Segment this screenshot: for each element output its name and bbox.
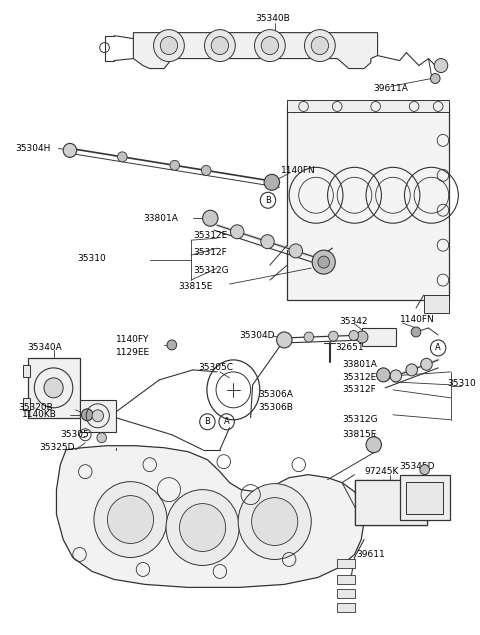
Bar: [23, 398, 31, 410]
Circle shape: [92, 410, 104, 422]
Text: A: A: [435, 344, 441, 352]
Circle shape: [252, 498, 298, 545]
Circle shape: [203, 210, 218, 226]
Circle shape: [406, 364, 418, 376]
Circle shape: [167, 340, 177, 350]
Circle shape: [390, 370, 402, 382]
Text: 35312E: 35312E: [193, 231, 227, 239]
Text: 1140FY: 1140FY: [116, 335, 149, 344]
Circle shape: [211, 37, 228, 55]
Text: 35342: 35342: [339, 318, 368, 326]
Circle shape: [118, 152, 127, 162]
Circle shape: [289, 244, 302, 258]
Circle shape: [261, 235, 274, 249]
Bar: [400, 474, 450, 519]
Circle shape: [304, 332, 313, 342]
Text: 35340B: 35340B: [255, 14, 290, 23]
Text: 35310: 35310: [448, 379, 477, 389]
Circle shape: [304, 30, 335, 62]
Bar: [337, 575, 355, 584]
Circle shape: [411, 327, 421, 337]
Text: 35304D: 35304D: [239, 331, 275, 340]
Bar: [355, 479, 427, 525]
Bar: [407, 481, 443, 514]
Bar: [287, 100, 449, 112]
Circle shape: [254, 30, 285, 62]
Bar: [337, 559, 355, 568]
Circle shape: [431, 74, 440, 84]
Circle shape: [154, 30, 184, 62]
Text: 1140FN: 1140FN: [281, 166, 316, 175]
Text: 32651: 32651: [335, 344, 364, 352]
Circle shape: [160, 37, 178, 55]
Circle shape: [318, 256, 329, 268]
Circle shape: [434, 58, 448, 72]
Circle shape: [230, 225, 244, 239]
Text: 35306B: 35306B: [258, 403, 293, 412]
Text: 1140KB: 1140KB: [22, 410, 57, 419]
Bar: [28, 358, 81, 418]
Circle shape: [63, 144, 77, 157]
Circle shape: [312, 250, 335, 274]
Circle shape: [264, 175, 279, 190]
Text: 35305: 35305: [60, 431, 89, 439]
Text: 39611: 39611: [357, 550, 385, 559]
Text: B: B: [204, 417, 210, 426]
Text: 35340A: 35340A: [28, 344, 62, 352]
Text: 35312G: 35312G: [342, 415, 378, 424]
Text: 1129EE: 1129EE: [116, 349, 150, 358]
Text: 35306A: 35306A: [258, 391, 293, 399]
Polygon shape: [133, 32, 378, 69]
Circle shape: [349, 330, 359, 340]
Text: 1140FN: 1140FN: [400, 316, 434, 324]
Circle shape: [377, 368, 390, 382]
Text: 35312G: 35312G: [193, 265, 228, 274]
Text: 33801A: 33801A: [143, 214, 178, 223]
Circle shape: [108, 495, 154, 544]
Circle shape: [204, 30, 235, 62]
Circle shape: [170, 161, 180, 170]
Text: 35312E: 35312E: [342, 373, 376, 382]
Bar: [80, 400, 116, 432]
Bar: [287, 105, 449, 300]
Circle shape: [97, 432, 107, 443]
Circle shape: [276, 332, 292, 348]
Circle shape: [328, 331, 338, 341]
Bar: [337, 603, 355, 612]
Text: 33815E: 33815E: [179, 281, 213, 291]
Text: 33815E: 33815E: [342, 431, 376, 439]
Text: 35312F: 35312F: [193, 248, 227, 257]
Circle shape: [311, 37, 328, 55]
Circle shape: [238, 484, 311, 559]
Text: B: B: [265, 196, 271, 204]
Text: 35304H: 35304H: [15, 144, 50, 153]
Text: 35325D: 35325D: [39, 443, 75, 452]
Text: 33801A: 33801A: [342, 361, 377, 370]
Text: 39611A: 39611A: [374, 84, 408, 93]
Polygon shape: [57, 446, 364, 587]
Circle shape: [420, 465, 430, 474]
Bar: [337, 589, 355, 598]
Bar: [424, 295, 449, 313]
Text: A: A: [224, 417, 229, 426]
Circle shape: [261, 37, 278, 55]
Text: 35320B: 35320B: [18, 403, 53, 412]
Circle shape: [166, 490, 239, 565]
Circle shape: [44, 378, 63, 398]
Circle shape: [421, 358, 432, 370]
Circle shape: [94, 481, 167, 558]
Text: 35310: 35310: [78, 253, 107, 263]
Circle shape: [82, 409, 93, 421]
Circle shape: [366, 437, 382, 453]
Circle shape: [357, 331, 368, 343]
Bar: [355, 479, 427, 525]
Circle shape: [201, 166, 211, 175]
Text: 35312F: 35312F: [342, 385, 376, 394]
Bar: [362, 328, 396, 346]
Text: 35345D: 35345D: [400, 462, 435, 471]
Text: 35305C: 35305C: [198, 363, 233, 372]
Circle shape: [180, 504, 226, 551]
Bar: [23, 365, 31, 377]
Text: 97245K: 97245K: [364, 467, 398, 476]
